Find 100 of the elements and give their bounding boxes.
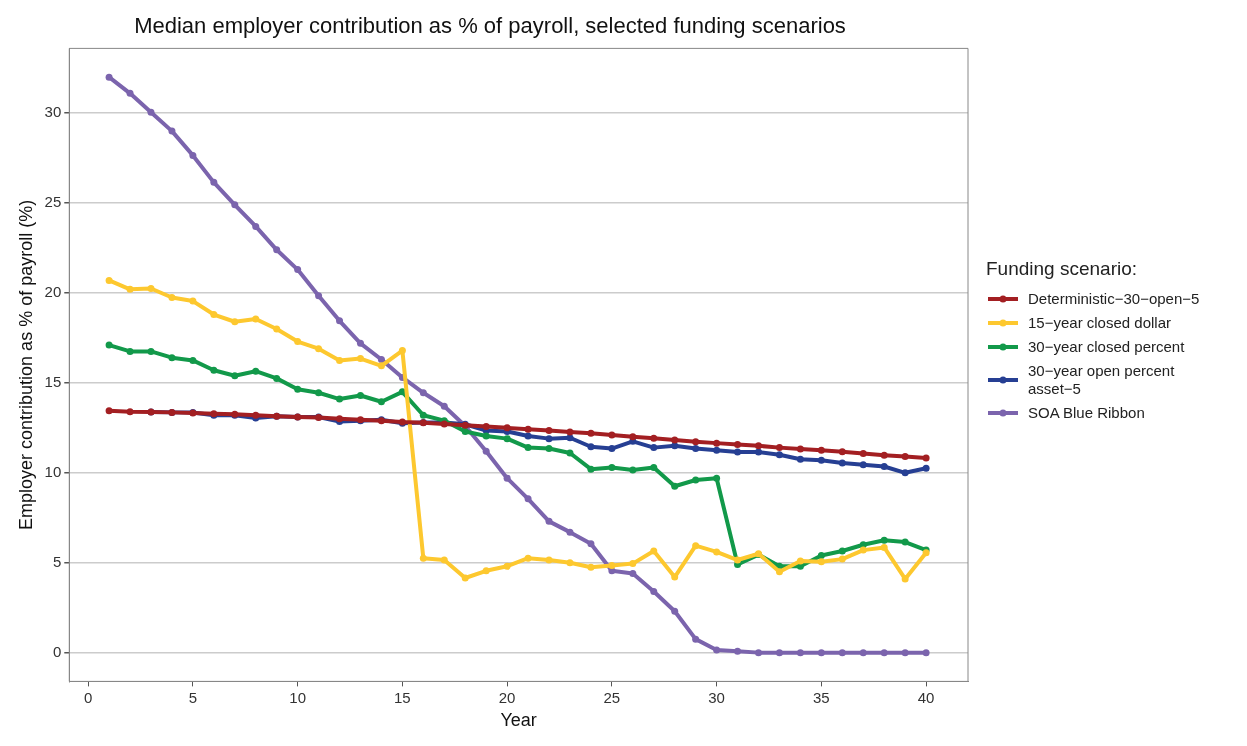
point (859, 546, 867, 554)
x-axis-title: Year (500, 710, 537, 731)
point (105, 407, 113, 415)
point (671, 436, 679, 444)
point (524, 554, 532, 562)
point (524, 495, 532, 503)
point (294, 338, 302, 346)
point (356, 391, 364, 399)
point (482, 432, 490, 440)
point (189, 297, 197, 305)
x-tick-label: 35 (813, 688, 830, 706)
point (147, 347, 155, 355)
y-tick-label: 20 (44, 283, 62, 301)
point (713, 646, 721, 654)
point (524, 444, 532, 452)
point (482, 447, 490, 455)
point (231, 372, 239, 380)
point (377, 398, 385, 406)
point (817, 558, 825, 566)
point (859, 450, 867, 458)
point (168, 354, 176, 362)
point (838, 459, 846, 467)
point (461, 427, 469, 435)
point (713, 548, 721, 556)
point (880, 649, 888, 657)
point (587, 429, 595, 437)
point (398, 347, 406, 355)
point (796, 649, 804, 657)
point (692, 438, 700, 446)
point (587, 540, 595, 548)
point (252, 315, 260, 323)
point (775, 451, 783, 459)
point (566, 428, 574, 436)
y-tick-label: 5 (52, 552, 62, 570)
point (524, 425, 532, 433)
point (817, 649, 825, 657)
point (629, 433, 637, 441)
point (713, 474, 721, 482)
point (775, 444, 783, 452)
point (566, 434, 574, 442)
point (252, 222, 260, 230)
point (734, 647, 742, 655)
point (755, 442, 763, 450)
point (838, 448, 846, 456)
x-tick-label: 0 (83, 688, 93, 706)
point (922, 649, 930, 657)
point (587, 563, 595, 571)
point (629, 570, 637, 577)
y-tick-label: 0 (52, 642, 62, 660)
point (817, 446, 825, 454)
point (650, 587, 658, 595)
point (294, 385, 302, 393)
point (419, 411, 427, 419)
legend-label: 15−year closed dollar (1028, 314, 1172, 332)
point (482, 567, 490, 575)
point (210, 366, 218, 374)
point (356, 339, 364, 347)
point (755, 649, 763, 657)
point (713, 439, 721, 447)
point (922, 464, 930, 472)
point (231, 201, 239, 209)
point (629, 560, 637, 568)
x-tick-label: 15 (394, 688, 411, 706)
point (817, 552, 825, 560)
x-tick-label: 5 (188, 688, 198, 706)
point (692, 476, 700, 484)
legend-label: SOA Blue Ribbon (1028, 404, 1146, 422)
point (336, 356, 344, 364)
y-tick-label: 25 (44, 193, 62, 211)
point (315, 292, 323, 300)
point (608, 463, 616, 471)
point (545, 445, 553, 453)
chart-title: Median employer contribution as % of payroll, selected funding scenarios (134, 13, 846, 39)
x-tick-label: 40 (917, 688, 935, 706)
point (419, 554, 427, 562)
point (587, 443, 595, 451)
point (796, 445, 804, 453)
y-tick-label: 15 (44, 373, 62, 391)
point (336, 395, 344, 403)
point (880, 536, 888, 544)
point (566, 559, 574, 567)
point (168, 127, 176, 135)
legend-label: 30−year closed percent (1028, 338, 1186, 356)
point (608, 431, 616, 439)
point (608, 561, 616, 569)
point (692, 635, 700, 643)
point (859, 649, 867, 657)
point (671, 482, 679, 490)
point (901, 649, 909, 657)
point (608, 445, 616, 453)
point (796, 455, 804, 463)
x-tick-label: 25 (603, 688, 621, 706)
point (671, 607, 679, 615)
point (775, 649, 783, 657)
point (189, 356, 197, 364)
point (273, 325, 281, 333)
legend-label: 30−year open percent asset−5 (1028, 362, 1176, 398)
point (315, 389, 323, 397)
point (629, 466, 637, 474)
point (901, 453, 909, 461)
